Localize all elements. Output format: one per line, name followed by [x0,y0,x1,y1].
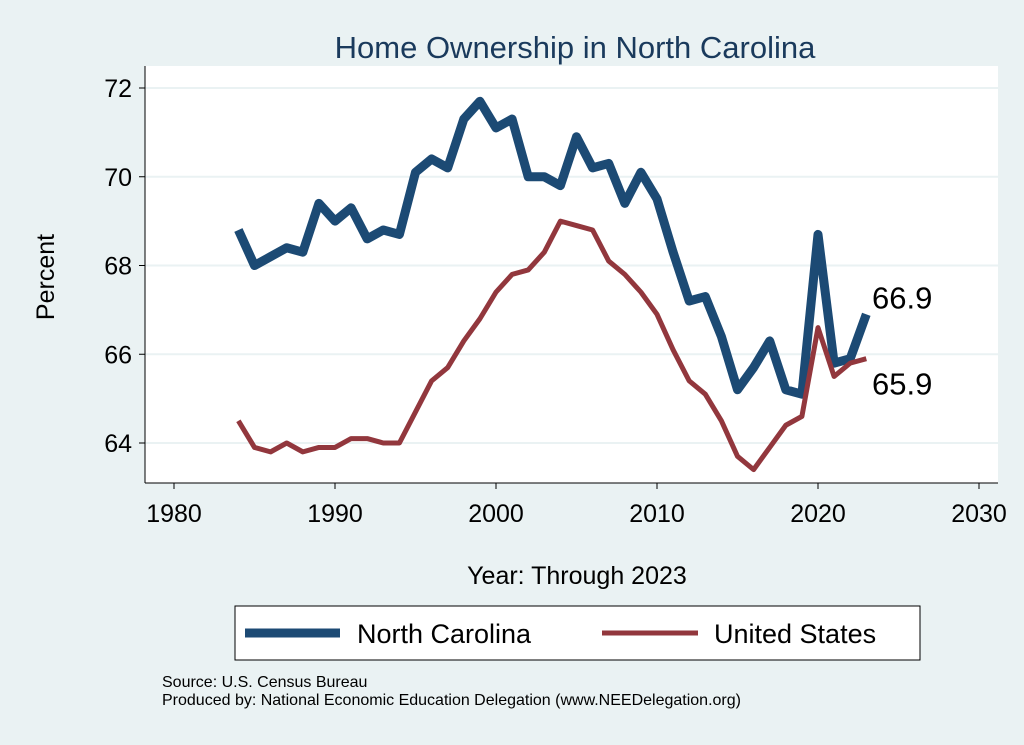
legend-label-north-carolina: North Carolina [357,619,532,649]
y-tick-label: 70 [104,164,132,192]
x-tick-label: 1990 [307,500,363,528]
end-label-north-carolina: 66.9 [872,280,932,315]
x-axis-label: Year: Through 2023 [467,562,687,590]
produced-by-note: Produced by: National Economic Education… [162,692,741,709]
y-axis-label: Percent [32,234,60,320]
plot-area [145,66,998,483]
x-tick-label: 2010 [629,500,685,528]
x-tick-label: 2000 [468,500,524,528]
source-note: Source: U.S. Census Bureau [162,674,368,691]
end-label-united-states: 65.9 [872,367,932,402]
y-tick-label: 68 [104,253,132,281]
y-tick-label: 66 [104,341,132,369]
x-tick-label: 1980 [146,500,202,528]
x-tick-label: 2030 [951,500,1007,528]
y-tick-label: 64 [104,430,132,458]
chart-title: Home Ownership in North Carolina [335,30,816,65]
y-tick-label: 72 [104,75,132,103]
series-line-united-states [236,218,867,473]
series-line-north-carolina [234,96,871,399]
legend [234,605,921,661]
x-tick-label: 2020 [790,500,846,528]
legend-label-united-states: United States [714,619,876,649]
